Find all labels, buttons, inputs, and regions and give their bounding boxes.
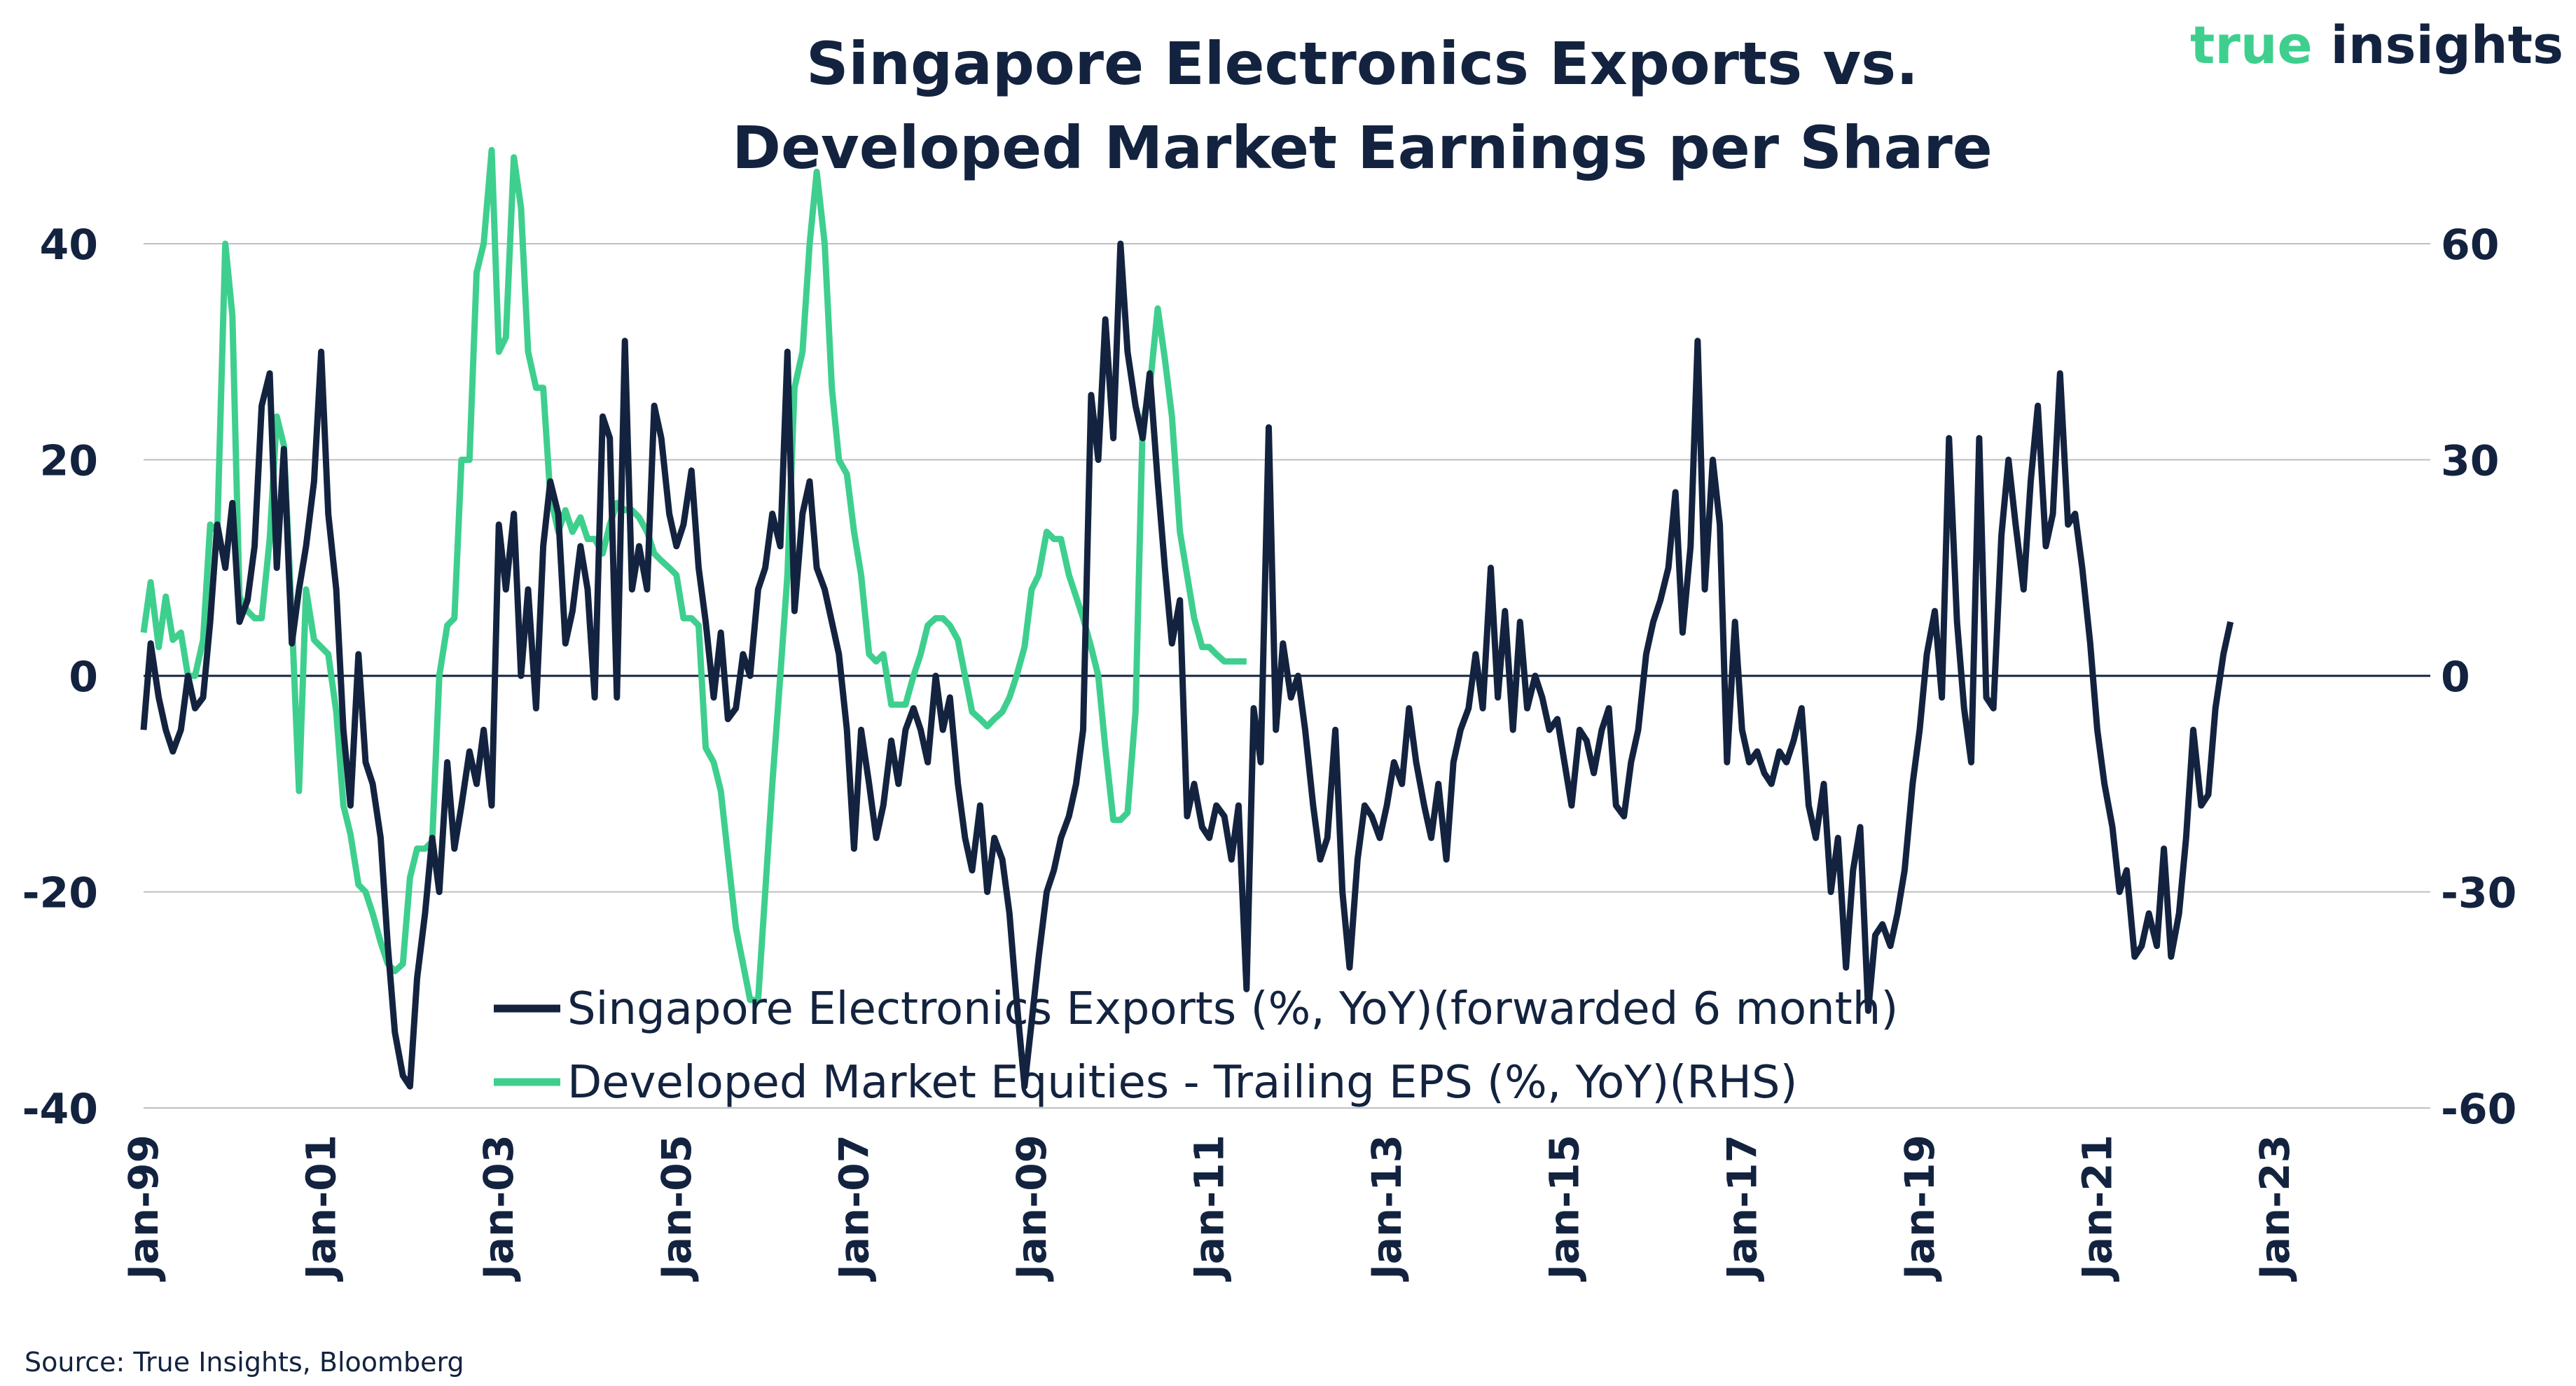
- right-tick-label: 0: [2441, 653, 2470, 702]
- x-tick-label: Jan-21: [2074, 1135, 2121, 1282]
- x-tick-label: Jan-23: [2251, 1135, 2299, 1282]
- left-tick-label: 20: [40, 437, 99, 486]
- x-tick-label: Jan-09: [1008, 1135, 1055, 1282]
- right-tick-label: 30: [2441, 437, 2500, 486]
- legend: Singapore Electronics Exports (%, YoY)(f…: [494, 983, 1898, 1109]
- series-line-exports: [140, 240, 2234, 1090]
- right-tick-label: -60: [2441, 1085, 2516, 1134]
- left-tick-label: 0: [69, 653, 98, 702]
- logo: true insights: [2190, 15, 2563, 76]
- x-tick-label: Jan-03: [475, 1135, 522, 1282]
- series-line-eps: [140, 146, 1247, 1004]
- series-layer: [140, 146, 2234, 1090]
- x-tick-label: Jan-99: [120, 1135, 167, 1282]
- x-tick-label: Jan-05: [653, 1135, 700, 1282]
- x-tick-label: Jan-15: [1541, 1135, 1588, 1282]
- left-tick-label: -20: [22, 869, 98, 918]
- legend-label-exports: Singapore Electronics Exports (%, YoY)(f…: [567, 983, 1898, 1035]
- x-tick-label: Jan-13: [1363, 1135, 1411, 1282]
- logo-part-true: true: [2190, 15, 2313, 76]
- left-tick-label: -40: [22, 1085, 98, 1134]
- x-tick-label: Jan-17: [1718, 1135, 1766, 1282]
- right-tick-label: 60: [2441, 221, 2500, 270]
- legend-label-eps: Developed Market Equities - Trailing EPS…: [567, 1057, 1797, 1109]
- chart-title-line1: Singapore Electronics Exports vs.: [806, 29, 1918, 98]
- logo-part-insights: insights: [2313, 15, 2563, 76]
- x-tick-label: Jan-01: [298, 1135, 345, 1282]
- right-tick-label: -30: [2441, 869, 2516, 918]
- right-axis-ticks: 60 30 0 -30 -60: [2441, 221, 2516, 1134]
- x-tick-label: Jan-07: [830, 1135, 878, 1282]
- x-axis-ticks: Jan-99 Jan-01 Jan-03 Jan-05 Jan-07 Jan-09 Jan-…: [120, 1135, 2299, 1282]
- x-tick-label: Jan-19: [1896, 1135, 1944, 1282]
- left-axis-ticks: 40 20 0 -20 -40: [22, 221, 98, 1134]
- x-tick-label: Jan-11: [1186, 1135, 1233, 1282]
- left-tick-label: 40: [40, 221, 99, 270]
- chart-title-line2: Developed Market Earnings per Share: [732, 113, 1992, 182]
- source-note: Source: True Insights, Bloomberg: [25, 1347, 464, 1378]
